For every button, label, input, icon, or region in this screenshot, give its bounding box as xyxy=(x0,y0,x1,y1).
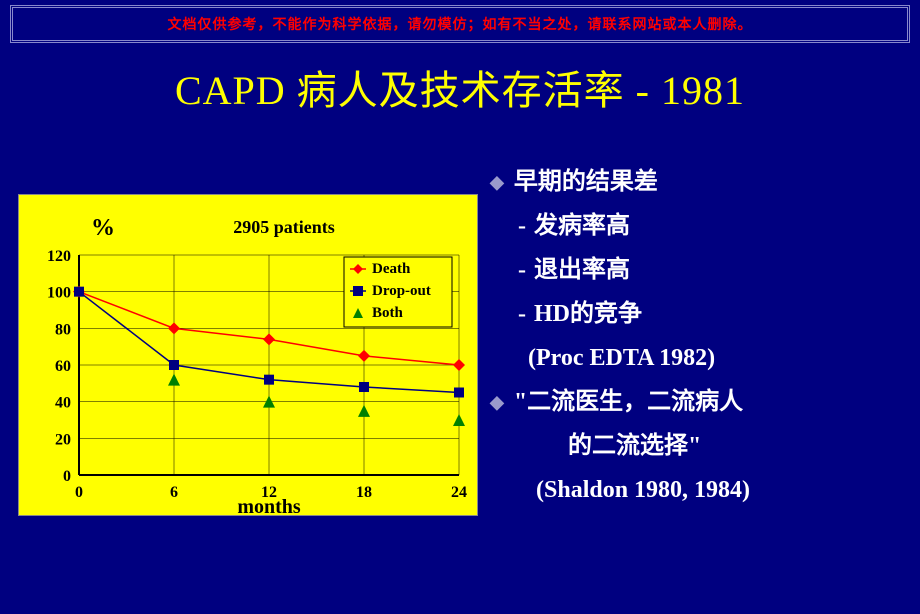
bullet-quote1: ◆ "二流医生，二流病人 xyxy=(490,390,900,414)
svg-text:6: 6 xyxy=(170,484,178,501)
sub3-text: HD的竞争 xyxy=(534,302,642,326)
bullet-ref1: (Proc EDTA 1982) xyxy=(528,346,900,370)
svg-text:100: 100 xyxy=(47,285,71,302)
ref2-text: (Shaldon 1980, 1984) xyxy=(536,478,750,502)
bullet-list: ◆ 早期的结果差 - 发病率高 - 退出率高 - HD的竞争 (Proc EDT… xyxy=(490,170,900,522)
dash-icon: - xyxy=(518,258,526,282)
svg-text:18: 18 xyxy=(356,484,372,501)
svg-text:Drop-out: Drop-out xyxy=(372,283,431,299)
dash-icon: - xyxy=(518,302,526,326)
disclaimer-text: 文档仅供参考，不能作为科学依据，请勿模仿；如有不当之处，请联系网站或本人删除。 xyxy=(168,14,753,34)
bullet-sub3: - HD的竞争 xyxy=(490,302,900,326)
bullet-heading: ◆ 早期的结果差 xyxy=(490,170,900,194)
sub2-text: 退出率高 xyxy=(534,258,630,282)
survival-chart: 02040608010012006121824%2905 patientsmon… xyxy=(18,194,478,516)
heading-text: 早期的结果差 xyxy=(514,170,658,194)
chart-svg: 02040608010012006121824%2905 patientsmon… xyxy=(19,195,479,517)
svg-text:120: 120 xyxy=(47,248,71,265)
slide-title: CAPD 病人及技术存活率 - 1981 xyxy=(0,58,920,116)
svg-text:Both: Both xyxy=(372,305,404,321)
bullet-quote2: 的二流选择" xyxy=(568,434,900,458)
bullet-sub1: - 发病率高 xyxy=(490,214,900,238)
dash-icon: - xyxy=(518,214,526,238)
bullet-ref2: (Shaldon 1980, 1984) xyxy=(536,478,900,502)
svg-text:%: % xyxy=(91,215,115,241)
svg-text:0: 0 xyxy=(75,484,83,501)
sub1-text: 发病率高 xyxy=(534,214,630,238)
ref1-text: (Proc EDTA 1982) xyxy=(528,346,715,370)
svg-text:0: 0 xyxy=(63,468,71,485)
quote1-text: "二流医生，二流病人 xyxy=(514,390,743,414)
svg-text:2905 patients: 2905 patients xyxy=(233,217,335,237)
svg-text:months: months xyxy=(237,496,301,517)
svg-text:Death: Death xyxy=(372,261,411,277)
svg-text:60: 60 xyxy=(55,358,71,375)
svg-text:20: 20 xyxy=(55,431,71,448)
svg-text:24: 24 xyxy=(451,484,467,501)
svg-text:40: 40 xyxy=(55,395,71,412)
svg-text:80: 80 xyxy=(55,321,71,338)
diamond-icon: ◆ xyxy=(490,393,504,411)
disclaimer-banner: 文档仅供参考，不能作为科学依据，请勿模仿；如有不当之处，请联系网站或本人删除。 xyxy=(10,5,910,43)
diamond-icon: ◆ xyxy=(490,173,504,191)
bullet-sub2: - 退出率高 xyxy=(490,258,900,282)
quote2-text: 的二流选择" xyxy=(568,434,701,458)
